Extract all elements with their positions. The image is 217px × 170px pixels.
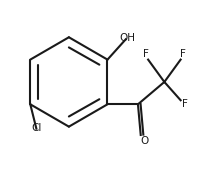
Text: F: F <box>182 99 188 109</box>
Text: Cl: Cl <box>31 123 42 133</box>
Text: F: F <box>180 48 186 58</box>
Text: F: F <box>143 48 149 58</box>
Text: O: O <box>140 136 148 146</box>
Text: OH: OH <box>120 33 136 43</box>
